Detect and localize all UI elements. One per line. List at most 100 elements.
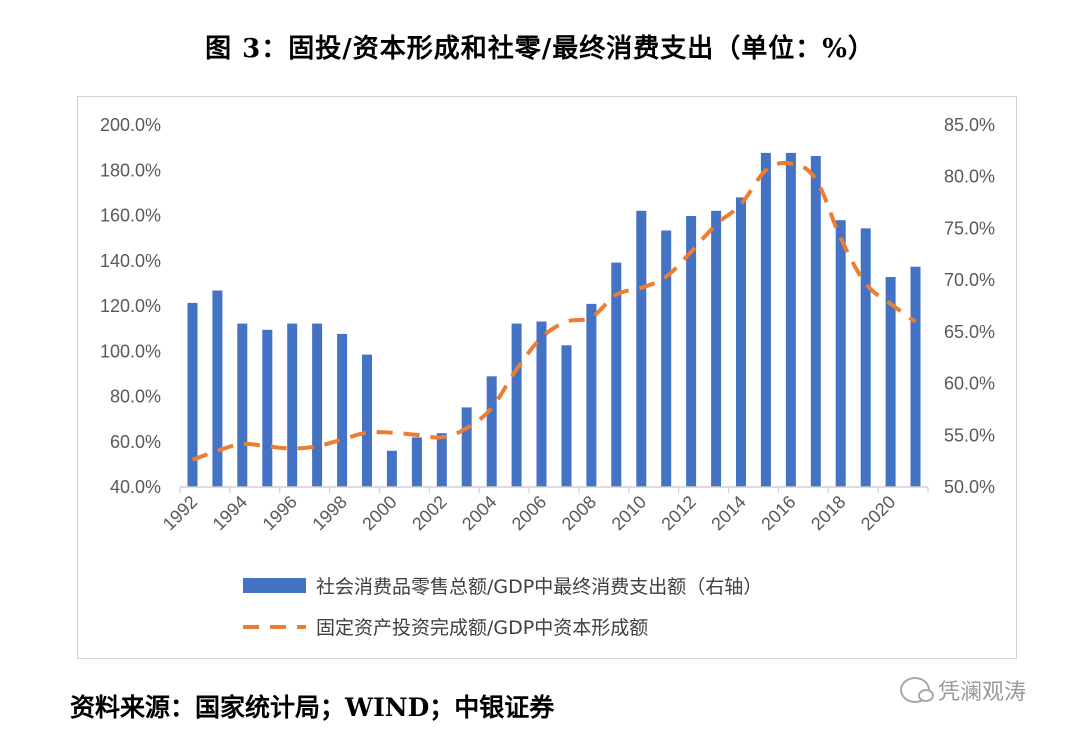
line-point-1997 bbox=[315, 444, 320, 449]
bar-2011 bbox=[661, 230, 672, 487]
bar-1999 bbox=[362, 354, 372, 487]
line-point-2010 bbox=[639, 285, 644, 290]
x-tick-label: 2012 bbox=[657, 492, 699, 534]
line-point-2013 bbox=[714, 222, 719, 227]
line-point-2009 bbox=[614, 292, 619, 297]
y-right-tick-label: 50.0% bbox=[944, 477, 995, 497]
bar-2010 bbox=[636, 210, 647, 488]
line-point-2004 bbox=[489, 405, 494, 410]
y-left-tick-label: 120.0% bbox=[100, 296, 161, 316]
bar-2020 bbox=[885, 277, 896, 487]
watermark-text: 凭澜观涛 bbox=[938, 680, 1027, 705]
bar-1997 bbox=[312, 323, 323, 487]
x-tick-label: 2002 bbox=[408, 492, 450, 534]
bar-2017 bbox=[810, 156, 821, 487]
legend-bar-swatch bbox=[243, 578, 306, 593]
line-point-2011 bbox=[664, 274, 669, 279]
bar-1998 bbox=[337, 333, 348, 487]
bar-2004 bbox=[486, 376, 497, 487]
legend-bar-label: 社会消费品零售总额/GDP中最终消费支出额（右轴） bbox=[316, 576, 762, 598]
line-point-2007 bbox=[564, 319, 569, 324]
bar-2003 bbox=[461, 407, 472, 487]
line-point-2017 bbox=[813, 177, 818, 182]
bar-2008 bbox=[586, 303, 597, 487]
bar-1996 bbox=[287, 323, 298, 487]
line-series bbox=[190, 160, 918, 462]
line-point-2019 bbox=[863, 281, 868, 286]
bar-1994 bbox=[237, 323, 248, 487]
x-tick-label: 2014 bbox=[707, 492, 749, 534]
chart-title: 图 3：固投/资本形成和社零/最终消费支出（单位：%） bbox=[205, 34, 875, 64]
x-tick-label: 1994 bbox=[209, 492, 251, 534]
legend: 社会消费品零售总额/GDP中最终消费支出额（右轴） 固定资产投资完成额/GDP中资… bbox=[243, 576, 762, 639]
bar-2012 bbox=[686, 216, 697, 487]
bar-2006 bbox=[536, 321, 547, 487]
x-tick-label: 1998 bbox=[308, 492, 350, 534]
x-tick-label: 2018 bbox=[807, 492, 849, 534]
bar-1993 bbox=[212, 290, 223, 487]
y-left-tick-label: 160.0% bbox=[100, 206, 161, 226]
line-point-2020 bbox=[888, 301, 893, 306]
line-point-2003 bbox=[464, 426, 469, 431]
x-tick-label: 1992 bbox=[159, 492, 201, 534]
bar-1995 bbox=[262, 329, 273, 487]
bar-2001 bbox=[411, 437, 422, 487]
y-left-tick-label: 40.0% bbox=[110, 477, 161, 497]
x-tick-label: 2000 bbox=[358, 492, 400, 534]
line-point-1998 bbox=[340, 437, 345, 442]
line-point-2021 bbox=[913, 319, 918, 324]
x-tick-label: 2020 bbox=[857, 492, 899, 534]
line-point-2005 bbox=[514, 367, 519, 372]
bar-2019 bbox=[860, 228, 871, 487]
source-note: 资料来源：国家统计局；WIND；中银证券 bbox=[70, 693, 555, 722]
line-point-2006 bbox=[539, 335, 544, 340]
line-point-2016 bbox=[788, 161, 793, 166]
bar-2000 bbox=[386, 450, 397, 487]
line-point-2001 bbox=[414, 433, 419, 438]
line-point-1996 bbox=[290, 446, 295, 451]
y-right-tick-label: 80.0% bbox=[944, 167, 995, 187]
y-right-tick-label: 75.0% bbox=[944, 218, 995, 238]
line-point-2012 bbox=[689, 249, 694, 254]
bar-2007 bbox=[561, 345, 572, 487]
y-left-tick-label: 140.0% bbox=[100, 251, 161, 271]
x-tick-label: 2010 bbox=[608, 492, 650, 534]
bar-2002 bbox=[436, 433, 447, 487]
y-left-tick-label: 60.0% bbox=[110, 432, 161, 452]
bar-series bbox=[187, 152, 921, 488]
bar-1992 bbox=[187, 302, 198, 487]
y-right-tick-label: 55.0% bbox=[944, 425, 995, 445]
line-point-2015 bbox=[763, 168, 768, 173]
y-left-tick-label: 80.0% bbox=[110, 387, 161, 407]
line-point-2000 bbox=[389, 430, 394, 435]
chart-frame bbox=[77, 96, 1017, 659]
bar-2015 bbox=[760, 152, 771, 487]
bar-2018 bbox=[835, 220, 846, 487]
y-right-tick-label: 70.0% bbox=[944, 270, 995, 290]
bar-2005 bbox=[511, 323, 522, 487]
y-right-tick-label: 60.0% bbox=[944, 374, 995, 394]
y-right-tick-label: 85.0% bbox=[944, 115, 995, 135]
bar-2021 bbox=[910, 266, 921, 487]
y-left-tick-label: 200.0% bbox=[100, 115, 161, 135]
line-point-1995 bbox=[265, 444, 270, 449]
wechat-icon bbox=[900, 677, 934, 703]
x-tick-label: 2008 bbox=[558, 492, 600, 534]
line-point-1992 bbox=[190, 457, 195, 462]
x-tick-label: 2016 bbox=[757, 492, 799, 534]
line-point-2008 bbox=[589, 315, 594, 320]
bar-2014 bbox=[736, 197, 746, 487]
line-path bbox=[191, 160, 917, 462]
watermark: 凭澜观涛 bbox=[900, 674, 1026, 706]
bar-2013 bbox=[711, 210, 722, 488]
bar-2009 bbox=[611, 262, 622, 487]
legend-line-label: 固定资产投资完成额/GDP中资本形成额 bbox=[316, 617, 648, 639]
x-tick-label: 2004 bbox=[458, 492, 500, 534]
x-tick-label: 1996 bbox=[259, 492, 301, 534]
line-point-2014 bbox=[739, 202, 744, 207]
line-point-2018 bbox=[838, 236, 843, 241]
y-right-tick-label: 65.0% bbox=[944, 322, 995, 342]
line-point-1993 bbox=[215, 448, 220, 453]
line-point-1999 bbox=[365, 430, 370, 435]
bar-2016 bbox=[785, 152, 796, 487]
